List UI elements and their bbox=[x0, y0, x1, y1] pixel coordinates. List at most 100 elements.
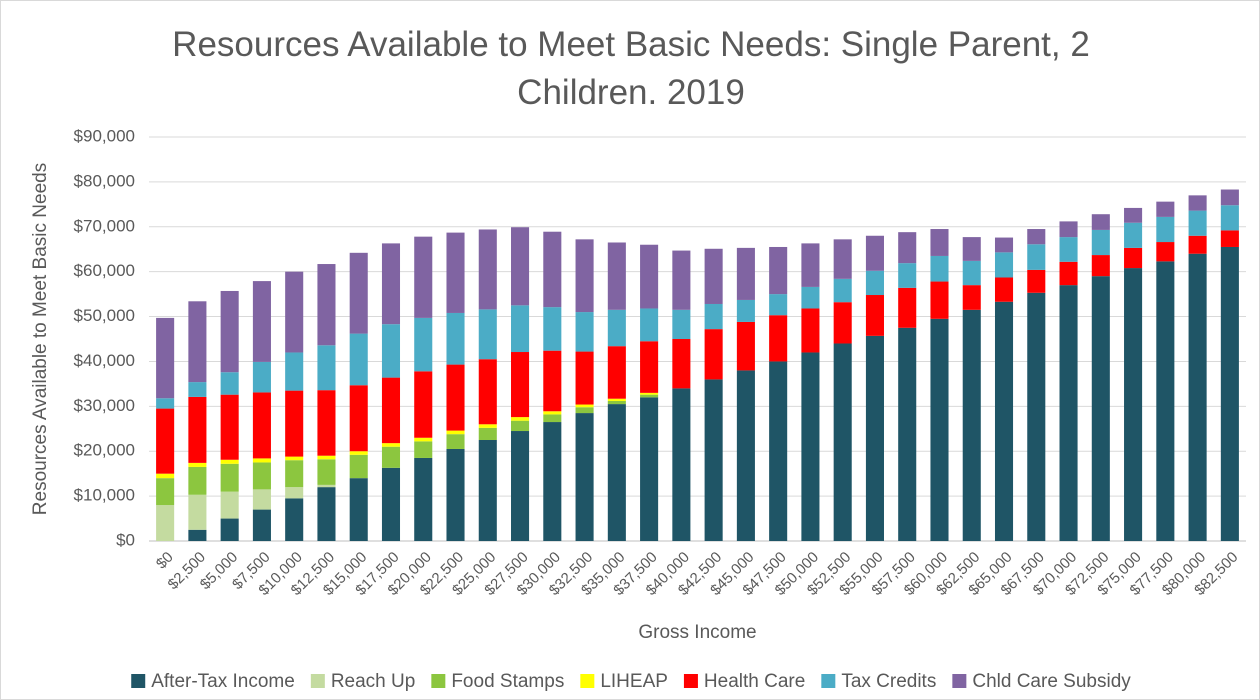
bar-segment bbox=[930, 229, 949, 256]
bar-segment bbox=[1220, 230, 1239, 247]
bar-segment bbox=[865, 295, 884, 336]
bar-segment bbox=[994, 277, 1014, 302]
bar-segment bbox=[1156, 201, 1175, 217]
bar-segment bbox=[156, 478, 175, 506]
bar-segment bbox=[285, 390, 304, 457]
bar-segment bbox=[672, 339, 691, 389]
bar-segment bbox=[414, 371, 433, 438]
bar-segment bbox=[898, 263, 917, 288]
bar-segment bbox=[930, 318, 949, 541]
bar-segment bbox=[317, 487, 336, 541]
bar-segment bbox=[607, 309, 626, 347]
bar-segment bbox=[188, 301, 207, 383]
bar-segment bbox=[511, 227, 530, 306]
chart-title: Resources Available to Meet Basic Needs:… bbox=[172, 25, 1090, 112]
bar-segment bbox=[898, 327, 917, 541]
y-tick-label: $80,000 bbox=[74, 171, 135, 190]
bar-segment bbox=[543, 414, 562, 423]
bar-segment bbox=[1091, 229, 1110, 256]
bar-segment bbox=[188, 466, 207, 495]
bar-segment bbox=[285, 352, 304, 391]
bar-segment bbox=[575, 351, 594, 405]
y-tick-label: $60,000 bbox=[74, 261, 135, 280]
legend-swatch bbox=[431, 674, 446, 688]
bar-segment bbox=[188, 529, 207, 541]
bar-segment bbox=[220, 290, 239, 373]
bar-segment bbox=[188, 494, 207, 530]
bar-segment bbox=[1059, 261, 1078, 286]
bar-segment bbox=[317, 264, 336, 346]
bar-segment bbox=[640, 392, 659, 395]
bar-segment bbox=[349, 333, 368, 386]
bar-segment bbox=[543, 307, 562, 351]
bar-segment bbox=[575, 413, 594, 541]
bar-segment bbox=[414, 236, 433, 318]
bar-segment bbox=[414, 437, 433, 442]
y-tick-label: $70,000 bbox=[74, 216, 135, 235]
bar-segment bbox=[898, 232, 917, 264]
bar-segment bbox=[736, 370, 755, 541]
bar-segment bbox=[1220, 246, 1239, 541]
bar-segment bbox=[962, 260, 981, 286]
bar-segment bbox=[1027, 244, 1046, 270]
bar-segment bbox=[252, 361, 271, 393]
bar-segment bbox=[769, 361, 788, 541]
legend-label: Tax Credits bbox=[841, 671, 936, 692]
bar-segment bbox=[833, 278, 852, 303]
bar-segment bbox=[156, 505, 175, 541]
bar-segment bbox=[478, 359, 497, 425]
bar-segment bbox=[156, 408, 175, 474]
bar-segment bbox=[607, 398, 626, 401]
bar-segment bbox=[1091, 255, 1110, 277]
bar-segment bbox=[478, 309, 497, 360]
bar-segment bbox=[252, 458, 271, 463]
bar-segment bbox=[349, 385, 368, 452]
bar-segment bbox=[1188, 253, 1207, 541]
bar-segment bbox=[607, 400, 626, 405]
bar-segment bbox=[317, 484, 336, 488]
y-tick-label: $90,000 bbox=[74, 126, 135, 145]
bar-segment bbox=[252, 489, 271, 510]
bar-segment bbox=[833, 302, 852, 344]
bar-segment bbox=[607, 242, 626, 310]
bar-segment bbox=[285, 498, 304, 541]
bar-segment bbox=[252, 509, 271, 541]
bar-segment bbox=[801, 286, 820, 309]
legend-label: Chld Care Subsidy bbox=[972, 671, 1131, 692]
y-tick-label: $50,000 bbox=[74, 306, 135, 325]
bar-segment bbox=[865, 335, 884, 541]
bar-segment bbox=[704, 303, 723, 330]
bar-segment bbox=[1059, 221, 1078, 238]
bar-segment bbox=[317, 455, 336, 460]
bar-segment bbox=[736, 247, 755, 300]
y-tick-label: $0 bbox=[116, 530, 135, 549]
bar-segment bbox=[1091, 276, 1110, 541]
bar-segment bbox=[188, 462, 207, 467]
bar-segment bbox=[1124, 207, 1143, 223]
bar-segment bbox=[962, 237, 981, 261]
bar-segment bbox=[1124, 268, 1143, 541]
bar-segment bbox=[381, 243, 401, 325]
bar-segment bbox=[188, 382, 207, 397]
bar-segment bbox=[575, 404, 594, 408]
bar-segment bbox=[446, 232, 465, 313]
bar-segment bbox=[349, 451, 368, 455]
bar-segment bbox=[317, 390, 336, 456]
bar-segment bbox=[317, 345, 336, 391]
bar-segment bbox=[220, 372, 239, 395]
bar-segment bbox=[1027, 269, 1046, 293]
bar-segment bbox=[704, 329, 723, 380]
bar-segment bbox=[736, 321, 755, 371]
y-tick-label: $40,000 bbox=[74, 351, 135, 370]
bar-segment bbox=[252, 392, 271, 459]
bar-segment bbox=[1188, 210, 1207, 236]
bar-segment bbox=[1188, 195, 1207, 211]
bar-segment bbox=[930, 255, 949, 282]
bar-segment bbox=[188, 396, 207, 463]
bar-segment bbox=[349, 252, 368, 334]
bar-segment bbox=[1220, 205, 1239, 231]
bar-segment bbox=[1156, 261, 1175, 541]
bar-segment bbox=[511, 305, 530, 353]
bar-segment bbox=[414, 441, 433, 458]
